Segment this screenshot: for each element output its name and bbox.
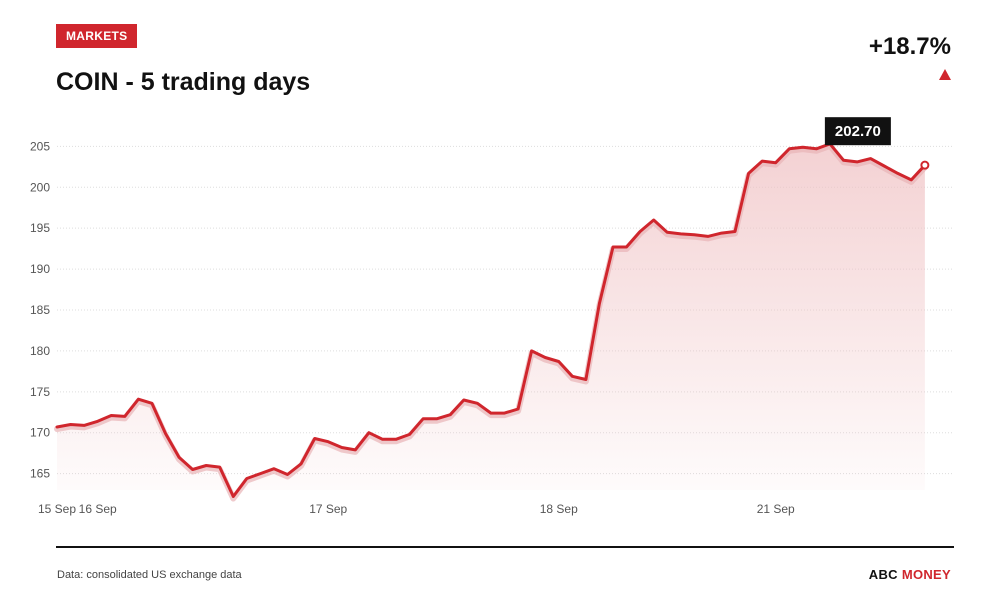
last-point-marker [920,160,930,170]
last-value-box [824,117,891,146]
brand-logo-right: MONEY [901,567,951,582]
y-tick-label: 170 [30,426,50,440]
label-layer: 202.70 [824,117,891,146]
y-tick-label: 190 [30,262,50,276]
y-tick-label: 200 [30,180,50,194]
y-tick-label: 180 [30,344,50,358]
brand-logo-left: ABC [868,567,898,582]
line-layer [54,142,930,502]
footer-divider [56,546,954,548]
data-source-note: Data: consolidated US exchange data [57,569,242,581]
series-line [55,142,927,498]
x-tick-label: 21 Sep [757,502,795,516]
x-tick-label: 18 Sep [540,502,578,516]
brand-logo[interactable]: ABC MONEY [869,567,951,582]
percent-change: +18.7% [868,33,951,60]
y-tick-label: 165 [30,467,50,481]
y-tick-label: 195 [30,221,50,235]
y-tick-label: 175 [30,385,50,399]
x-tick-label: 17 Sep [309,502,347,516]
last-value-label: 202.70 [835,123,881,140]
page-title: COIN - 5 trading days [56,68,311,96]
y-tick-label: 205 [30,139,50,153]
section-badge: MARKETS [56,24,138,48]
area-fill [57,143,925,497]
x-tick-label: 16 Sep [79,502,117,516]
x-tick-label: 15 Sep [38,502,76,516]
area-layer [57,143,925,497]
y-tick-label: 185 [30,303,50,317]
up-arrow-icon [939,69,951,80]
